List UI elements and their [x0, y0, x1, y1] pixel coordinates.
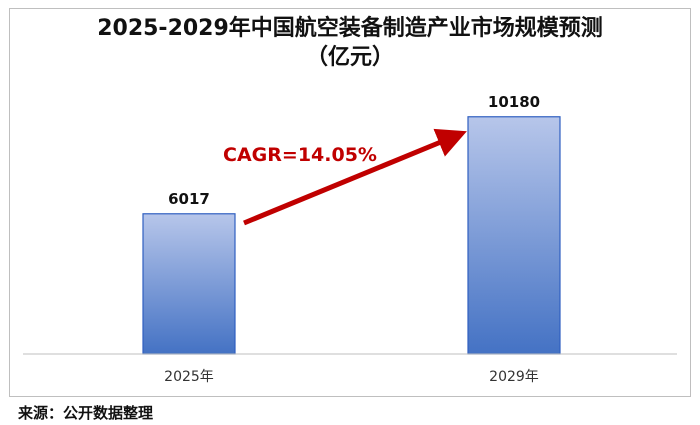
cagr-arrow: [243, 128, 467, 226]
chart-title: 2025-2029年中国航空装备制造产业市场规模预测: [97, 16, 603, 41]
chart-frame: [9, 8, 691, 397]
bar-2025年: [142, 213, 236, 355]
source-note: 来源：公开数据整理: [18, 404, 154, 422]
labels-layer: 6017 10180: [168, 93, 540, 208]
ticks-layer: 2025年 2029年: [164, 369, 539, 385]
cagr-annotation: CAGR=14.05%: [223, 144, 377, 166]
x-tick-label: 2025年: [164, 369, 214, 385]
data-label: 6017: [168, 190, 210, 208]
x-tick-label: 2029年: [489, 369, 539, 385]
chart-subtitle: （亿元）: [305, 45, 394, 70]
bar-2029年: [467, 116, 561, 355]
chart-title-block: 2025-2029年中国航空装备制造产业市场规模预测 （亿元）: [0, 14, 700, 72]
bars-layer: [142, 116, 561, 355]
data-label: 10180: [488, 93, 540, 111]
